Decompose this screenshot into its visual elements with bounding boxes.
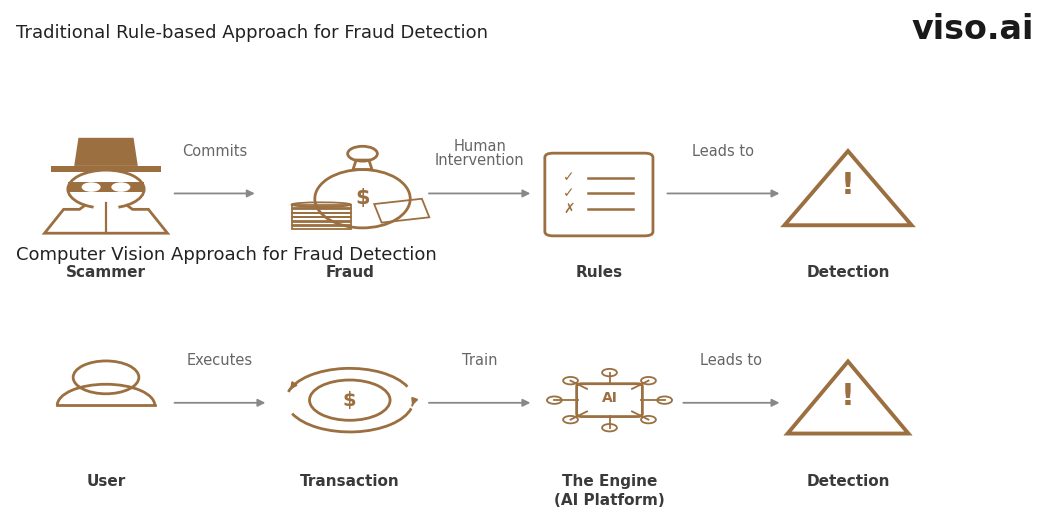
Text: Transaction: Transaction bbox=[300, 474, 400, 489]
Text: Executes: Executes bbox=[187, 354, 253, 368]
Text: Human: Human bbox=[454, 139, 506, 154]
Text: ✓: ✓ bbox=[564, 187, 575, 200]
Polygon shape bbox=[45, 198, 167, 233]
Text: Computer Vision Approach for Fraud Detection: Computer Vision Approach for Fraud Detec… bbox=[16, 246, 437, 264]
Text: ✓: ✓ bbox=[564, 171, 575, 184]
Polygon shape bbox=[51, 166, 161, 172]
Text: Traditional Rule-based Approach for Fraud Detection: Traditional Rule-based Approach for Frau… bbox=[16, 24, 488, 42]
Text: Scammer: Scammer bbox=[66, 265, 146, 280]
Text: Detection: Detection bbox=[807, 265, 889, 280]
Text: Leads to: Leads to bbox=[701, 354, 762, 368]
Circle shape bbox=[93, 202, 119, 215]
Text: !: ! bbox=[841, 171, 855, 200]
Text: User: User bbox=[86, 474, 126, 489]
Text: Detection: Detection bbox=[807, 474, 889, 489]
Text: Leads to: Leads to bbox=[692, 144, 755, 159]
Text: $: $ bbox=[355, 188, 370, 208]
Text: $: $ bbox=[343, 391, 356, 410]
Text: !: ! bbox=[841, 382, 855, 411]
Text: Rules: Rules bbox=[576, 265, 622, 280]
Text: Commits: Commits bbox=[182, 144, 247, 159]
Text: AI: AI bbox=[602, 391, 617, 405]
Text: viso.ai: viso.ai bbox=[912, 13, 1034, 46]
Text: Fraud: Fraud bbox=[325, 265, 374, 280]
Text: The Engine
(AI Platform): The Engine (AI Platform) bbox=[554, 474, 665, 508]
Text: ✗: ✗ bbox=[564, 202, 575, 216]
Circle shape bbox=[82, 182, 101, 192]
Polygon shape bbox=[68, 182, 144, 192]
Circle shape bbox=[68, 170, 144, 208]
Text: Train: Train bbox=[462, 354, 497, 368]
Circle shape bbox=[111, 182, 130, 192]
Polygon shape bbox=[74, 138, 138, 166]
Text: Intervention: Intervention bbox=[435, 153, 525, 168]
